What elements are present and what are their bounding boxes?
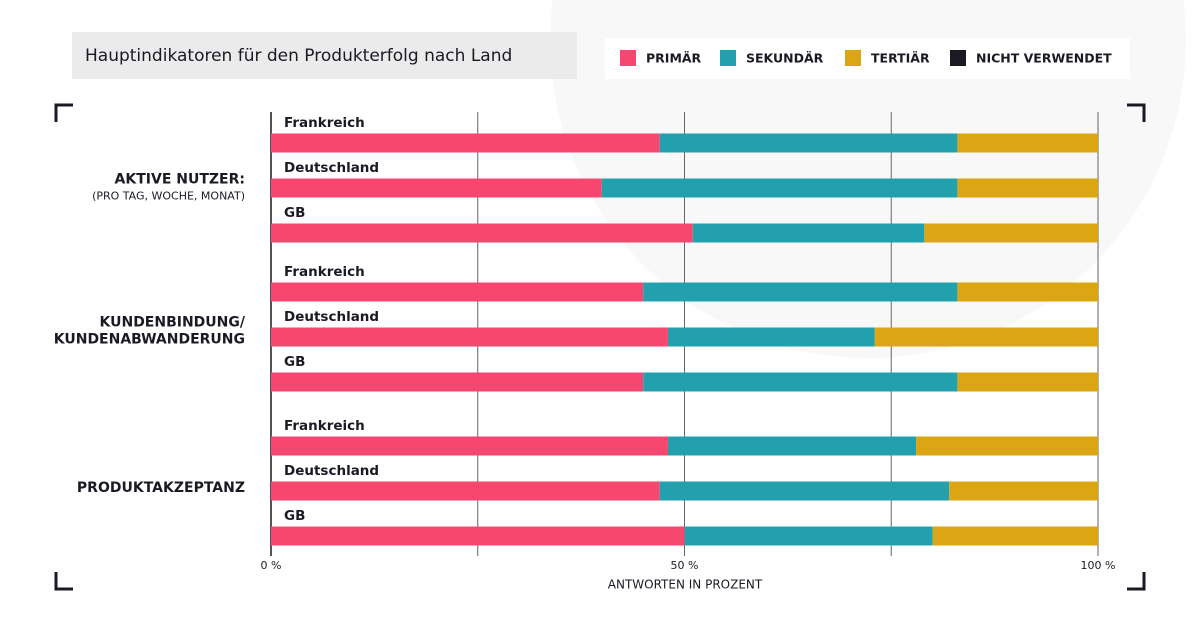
bar-segment xyxy=(684,526,933,546)
bar-segment xyxy=(271,223,693,243)
legend-swatch xyxy=(845,50,861,66)
legend-swatch xyxy=(950,50,966,66)
bar-segment xyxy=(643,372,958,392)
x-axis-label: ANTWORTEN IN PROZENT xyxy=(608,578,763,592)
bar-segment xyxy=(271,436,668,456)
bar-segment xyxy=(271,372,644,392)
bar-segment xyxy=(692,223,925,243)
bar-segment xyxy=(957,282,1098,302)
bar-segment xyxy=(659,133,958,153)
bar-segment xyxy=(924,223,1098,243)
group-label: KUNDENBINDUNG/ xyxy=(100,315,246,331)
category-label: Deutschland xyxy=(284,309,379,325)
group-label: AKTIVE NUTZER: xyxy=(115,172,245,188)
category-label: Frankreich xyxy=(284,264,365,280)
bar-segment xyxy=(932,526,1098,546)
bar-segment xyxy=(916,436,1098,456)
x-tick-label: 50 % xyxy=(671,559,699,572)
chart-title: Hauptindikatoren für den Produkterfolg n… xyxy=(85,46,512,66)
category-label: GB xyxy=(284,508,305,524)
bar-segment xyxy=(601,178,958,198)
bar-segment xyxy=(271,133,660,153)
category-label: Deutschland xyxy=(284,160,379,176)
legend-label: SEKUNDÄR xyxy=(746,51,824,66)
group-sublabel: (PRO TAG, WOCHE, MONAT) xyxy=(92,190,245,203)
bar-segment xyxy=(271,327,668,347)
group-label: PRODUKTAKZEPTANZ xyxy=(77,480,245,496)
legend-swatch xyxy=(720,50,736,66)
bar-segment xyxy=(659,481,950,501)
bar-segment xyxy=(271,481,660,501)
group-label: KUNDENABWANDERUNG xyxy=(54,332,245,348)
category-label: Frankreich xyxy=(284,115,365,131)
corner xyxy=(1127,572,1146,591)
bar-segment xyxy=(271,282,644,302)
legend-label: NICHT VERWENDET xyxy=(976,51,1112,66)
bar-segment xyxy=(957,178,1098,198)
legend-box xyxy=(605,38,1130,79)
legend-label: TERTIÄR xyxy=(871,51,930,66)
x-tick-label: 100 % xyxy=(1081,559,1116,572)
bar-segment xyxy=(957,133,1098,153)
bar-segment xyxy=(271,526,685,546)
category-label: GB xyxy=(284,205,305,221)
category-label: Frankreich xyxy=(284,418,365,434)
corner-brackets xyxy=(54,103,1146,591)
x-tick-label: 0 % xyxy=(261,559,282,572)
bar-segment xyxy=(957,372,1098,392)
corner xyxy=(54,103,73,122)
title-box xyxy=(72,32,577,79)
category-label: GB xyxy=(284,354,305,370)
bar-segment xyxy=(667,327,875,347)
category-label: Deutschland xyxy=(284,463,379,479)
corner xyxy=(54,572,73,591)
legend-swatch xyxy=(620,50,636,66)
corner xyxy=(1127,103,1146,122)
bar-segment xyxy=(271,178,602,198)
bar-segment xyxy=(949,481,1098,501)
bar-segment xyxy=(874,327,1098,347)
bar-segment xyxy=(643,282,958,302)
bar-segment xyxy=(667,436,917,456)
legend-label: PRIMÄR xyxy=(646,51,702,66)
